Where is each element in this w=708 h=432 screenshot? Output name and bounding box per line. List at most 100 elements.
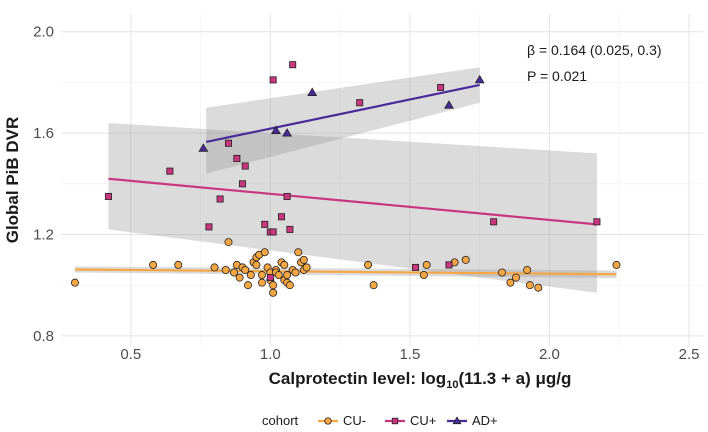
legend-key-marker bbox=[452, 416, 462, 425]
data-point-triangle bbox=[474, 74, 485, 84]
data-point-circle bbox=[260, 248, 269, 257]
beta-annotation: β = 0.164 (0.025, 0.3) bbox=[527, 42, 662, 58]
data-point-circle bbox=[534, 283, 543, 292]
y-tick-label: 2.0 bbox=[33, 24, 54, 41]
data-point-square bbox=[283, 192, 291, 200]
data-point-circle bbox=[244, 281, 253, 290]
data-point-square bbox=[224, 139, 232, 147]
legend: cohort CU- CU+ AD+ bbox=[262, 413, 498, 428]
data-point-circle bbox=[269, 281, 278, 290]
legend-keys: CU- CU+ AD+ bbox=[318, 413, 498, 428]
y-tick-label: 1.2 bbox=[33, 226, 54, 243]
data-point-square bbox=[216, 195, 224, 203]
y-axis-label: Global PiB DVR bbox=[3, 117, 22, 244]
data-points bbox=[70, 61, 621, 297]
data-point-circle bbox=[230, 268, 239, 277]
confidence-bands bbox=[74, 67, 617, 293]
data-point-circle bbox=[257, 271, 266, 280]
data-point-circle bbox=[221, 265, 230, 274]
data-point-circle bbox=[498, 268, 507, 277]
data-point-square bbox=[593, 218, 601, 226]
p-value-annotation: P = 0.021 bbox=[527, 68, 587, 84]
legend-key-marker bbox=[391, 417, 399, 425]
data-point-circle bbox=[149, 260, 158, 269]
data-point-square bbox=[286, 225, 294, 233]
data-point-circle bbox=[525, 281, 534, 290]
y-tick-labels: 0.8 1.2 1.6 2.0 bbox=[33, 24, 54, 345]
data-point-square bbox=[269, 228, 277, 236]
data-point-circle bbox=[364, 260, 373, 269]
data-point-circle bbox=[246, 271, 255, 280]
data-point-circle bbox=[235, 273, 244, 282]
x-tick-label: 0.5 bbox=[120, 346, 141, 363]
data-point-circle bbox=[283, 271, 292, 280]
plot-panel bbox=[61, 14, 703, 346]
legend-title: cohort bbox=[262, 413, 299, 428]
data-point-triangle bbox=[444, 100, 454, 109]
data-point-square bbox=[356, 99, 364, 107]
legend-label: AD+ bbox=[472, 413, 498, 428]
data-point-square bbox=[278, 213, 286, 221]
ci-band bbox=[206, 67, 480, 174]
data-point-square bbox=[445, 261, 453, 269]
data-point-circle bbox=[274, 271, 283, 280]
data-point-square bbox=[241, 162, 249, 170]
data-point-circle bbox=[257, 278, 266, 287]
grid bbox=[61, 14, 703, 346]
x-tick-label: 1.0 bbox=[260, 346, 281, 363]
data-point-square bbox=[490, 218, 498, 226]
ci-band bbox=[108, 122, 597, 293]
data-point-circle bbox=[461, 255, 470, 264]
x-tick-label: 2.0 bbox=[539, 346, 560, 363]
x-axis-label: Calprotectin level: log10(11.3 + a) μg/g bbox=[269, 369, 572, 391]
y-tick-label: 1.6 bbox=[33, 125, 54, 142]
x-axis-label-prefix: Calprotectin level: log bbox=[269, 369, 447, 388]
data-point-triangle bbox=[270, 125, 281, 134]
data-point-circle bbox=[174, 260, 183, 269]
data-point-circle bbox=[280, 260, 289, 269]
data-point-circle bbox=[506, 278, 515, 287]
fit-line bbox=[108, 177, 598, 226]
data-point-triangle bbox=[198, 143, 209, 152]
fit-line bbox=[205, 83, 480, 144]
data-point-square bbox=[233, 154, 241, 162]
data-point-circle bbox=[210, 263, 219, 272]
data-point-circle bbox=[612, 260, 621, 269]
data-point-circle bbox=[294, 248, 303, 257]
data-point-circle bbox=[291, 268, 300, 277]
data-point-square bbox=[261, 220, 269, 228]
data-point-circle bbox=[70, 278, 79, 287]
data-point-square bbox=[205, 223, 213, 231]
data-point-circle bbox=[419, 271, 428, 280]
x-tick-label: 2.5 bbox=[679, 346, 700, 363]
data-point-square bbox=[437, 83, 445, 91]
data-point-square bbox=[289, 61, 297, 69]
data-point-circle bbox=[511, 273, 520, 282]
y-tick-label: 0.8 bbox=[33, 328, 54, 345]
data-point-circle bbox=[523, 265, 532, 274]
data-point-circle bbox=[252, 260, 261, 269]
x-tick-label: 1.5 bbox=[399, 346, 420, 363]
data-point-circle bbox=[224, 238, 233, 247]
data-point-square bbox=[238, 180, 246, 188]
data-point-circle bbox=[285, 281, 294, 290]
data-point-square bbox=[269, 76, 277, 84]
data-point-circle bbox=[422, 260, 431, 269]
data-point-circle bbox=[299, 255, 308, 264]
data-point-square bbox=[104, 192, 112, 200]
legend-key-marker bbox=[324, 417, 332, 425]
legend-label: CU- bbox=[343, 413, 366, 428]
x-tick-labels: 0.5 1.0 1.5 2.0 2.5 bbox=[120, 346, 699, 363]
data-point-square bbox=[166, 167, 174, 175]
data-point-circle bbox=[269, 288, 278, 297]
legend-label: CU+ bbox=[410, 413, 436, 428]
data-point-triangle bbox=[307, 87, 318, 96]
data-point-triangle bbox=[282, 128, 293, 137]
x-axis-label-subscript: 10 bbox=[446, 379, 458, 391]
data-point-circle bbox=[369, 281, 378, 290]
data-point-square bbox=[411, 263, 419, 271]
x-axis-label-suffix: (11.3 + a) μg/g bbox=[458, 369, 571, 388]
data-point-circle bbox=[302, 263, 311, 272]
data-point-square bbox=[266, 274, 274, 282]
